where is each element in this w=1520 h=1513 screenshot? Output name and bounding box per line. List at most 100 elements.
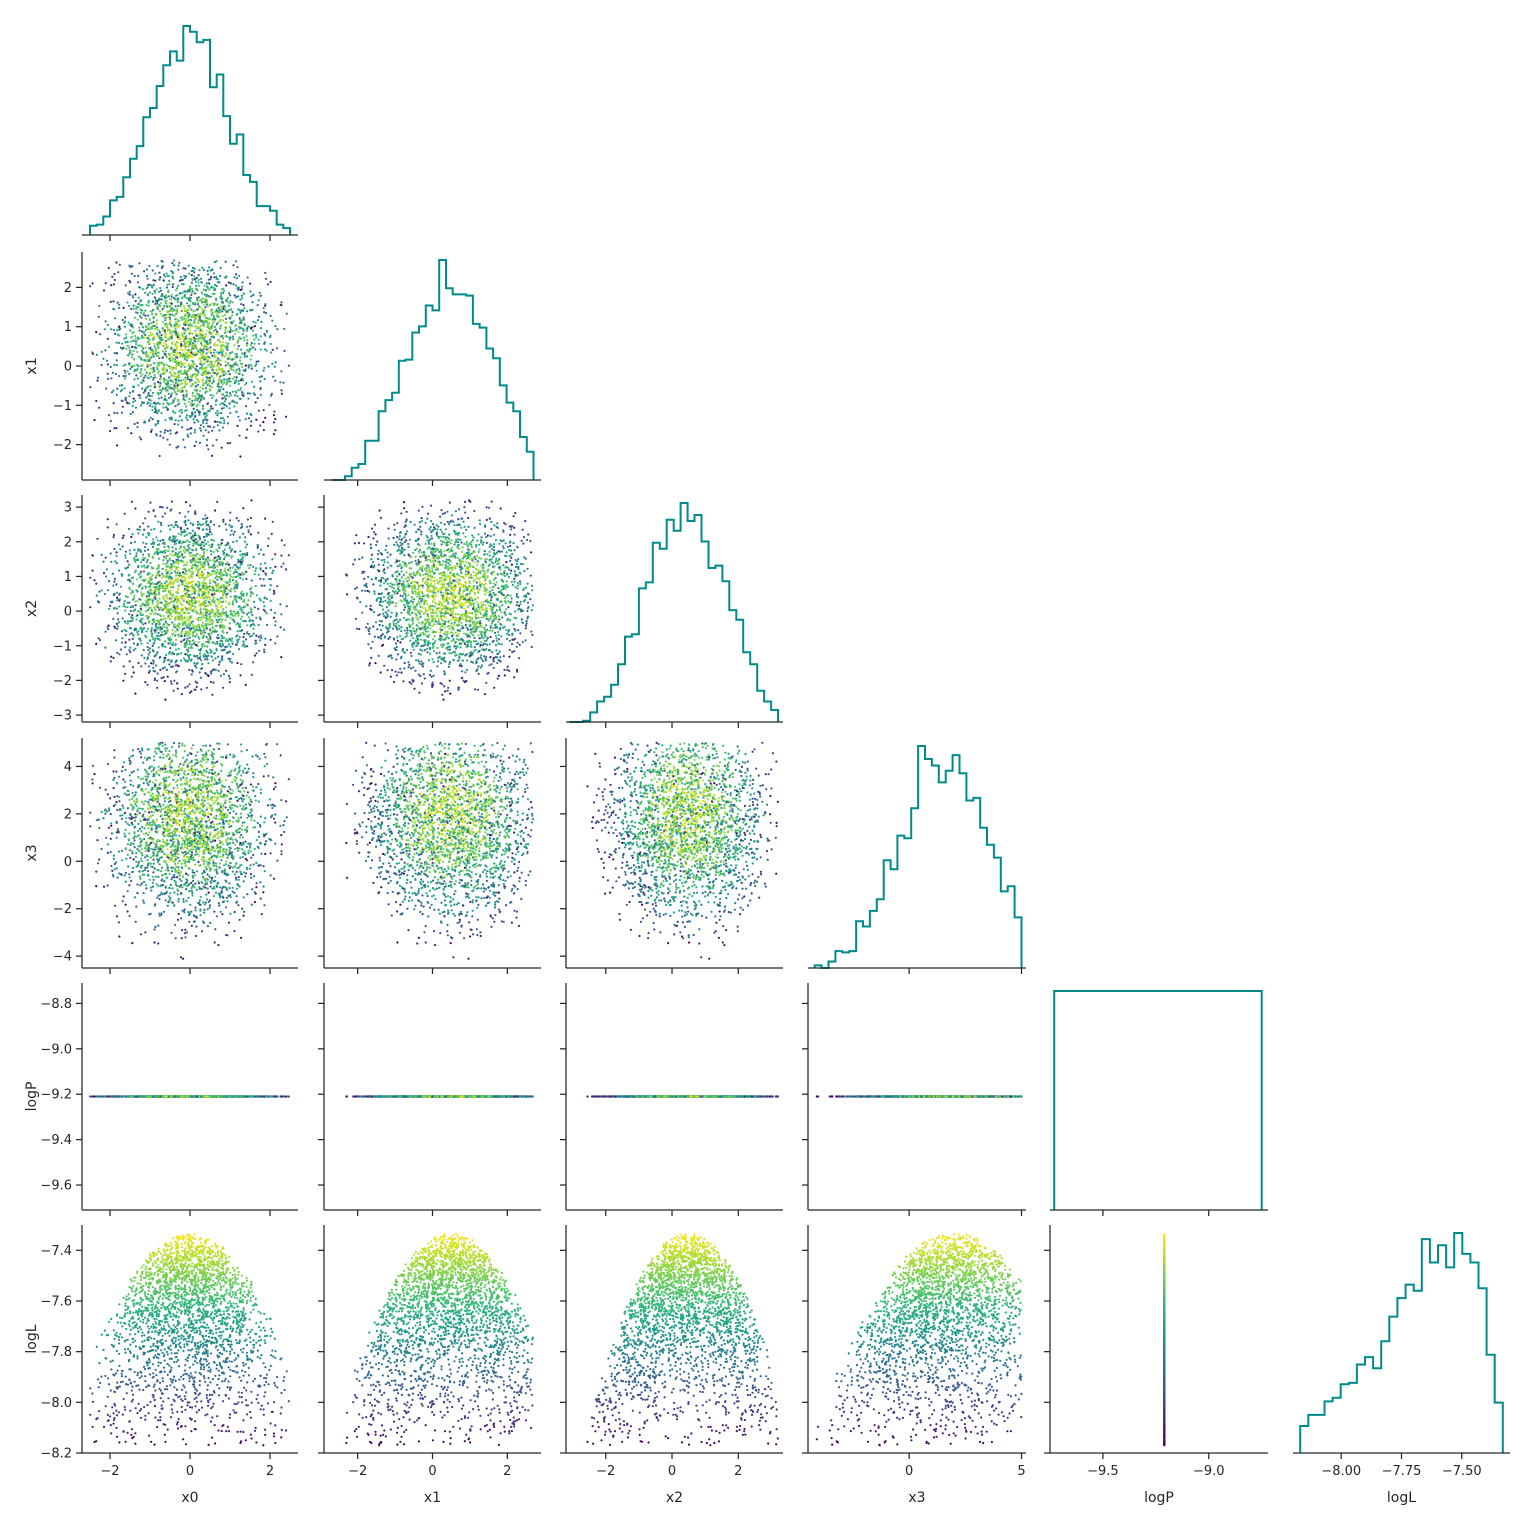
scatter-point xyxy=(186,418,189,421)
scatter-point xyxy=(252,627,255,630)
scatter-point xyxy=(249,344,252,347)
scatter-point xyxy=(183,290,186,293)
scatter-point xyxy=(239,550,242,553)
scatter-point xyxy=(228,622,231,625)
scatter-point xyxy=(215,310,218,313)
scatter-point xyxy=(252,555,255,559)
scatter-point xyxy=(259,577,262,580)
scatter-point xyxy=(211,386,214,389)
scatter-point xyxy=(151,391,154,395)
scatter-point xyxy=(169,418,172,421)
scatter-point xyxy=(202,297,205,301)
scatter-point xyxy=(193,271,196,274)
scatter-point xyxy=(148,300,151,303)
scatter-point xyxy=(207,638,210,641)
scatter-point xyxy=(124,377,127,380)
scatter-point xyxy=(258,597,261,600)
scatter-point xyxy=(157,290,160,293)
scatter-point xyxy=(188,541,191,544)
scatter-point xyxy=(199,324,202,327)
scatter-point xyxy=(269,584,272,587)
scatter-point xyxy=(138,528,141,531)
scatter-point xyxy=(200,688,203,691)
scatter-point xyxy=(171,632,175,635)
scatter-point xyxy=(244,369,247,373)
scatter-point xyxy=(228,352,232,355)
scatter-point xyxy=(253,624,256,627)
scatter-point xyxy=(147,323,150,326)
scatter-point xyxy=(179,383,182,386)
scatter-point xyxy=(137,337,140,340)
scatter-point xyxy=(230,368,233,371)
scatter-point xyxy=(174,648,178,651)
scatter-point xyxy=(207,282,210,285)
scatter-point xyxy=(161,515,164,518)
scatter-point xyxy=(172,330,175,333)
scatter-point xyxy=(132,296,135,299)
scatter-point xyxy=(165,629,169,632)
scatter-point xyxy=(212,363,215,366)
scatter-point xyxy=(115,591,118,594)
scatter-point xyxy=(135,305,138,308)
scatter-point xyxy=(112,533,115,537)
scatter-point xyxy=(192,542,195,546)
scatter-point xyxy=(155,626,158,629)
scatter-point xyxy=(159,521,162,525)
scatter-point xyxy=(232,540,235,544)
y-tick-label: 2 xyxy=(64,281,72,296)
scatter-point xyxy=(161,506,164,509)
scatter-point xyxy=(238,325,241,328)
scatter-point xyxy=(174,312,178,315)
scatter-point xyxy=(124,397,127,400)
scatter-point xyxy=(253,393,256,396)
scatter-point xyxy=(269,314,272,317)
scatter-point xyxy=(153,368,156,371)
scatter-point xyxy=(151,409,154,412)
scatter-point xyxy=(201,281,204,284)
scatter-point xyxy=(174,577,177,580)
scatter-point xyxy=(148,317,151,321)
scatter-point xyxy=(205,584,208,588)
scatter-point xyxy=(186,660,189,663)
scatter-point xyxy=(139,607,143,610)
scatter-point xyxy=(244,683,247,687)
scatter-point xyxy=(174,521,177,524)
scatter-point xyxy=(183,322,186,325)
scatter-point xyxy=(131,637,134,641)
scatter-point xyxy=(210,604,213,607)
scatter-point xyxy=(138,598,141,601)
scatter-point xyxy=(124,556,127,559)
scatter-point xyxy=(196,681,199,685)
scatter-point xyxy=(176,670,179,673)
scatter-point xyxy=(198,568,202,571)
scatter-point xyxy=(126,354,129,357)
scatter-point xyxy=(169,528,172,531)
scatter-point xyxy=(190,315,193,318)
scatter-point xyxy=(119,585,122,588)
scatter-point xyxy=(154,423,157,426)
scatter-point xyxy=(113,363,116,366)
scatter-point xyxy=(157,354,160,357)
scatter-point xyxy=(193,428,196,431)
histogram-x1 xyxy=(331,259,535,481)
scatter-point xyxy=(206,402,209,405)
scatter-point xyxy=(218,546,221,549)
scatter-point xyxy=(181,555,184,558)
scatter-point xyxy=(197,616,200,619)
scatter-point xyxy=(110,600,113,603)
scatter-point xyxy=(195,600,198,603)
scatter-point xyxy=(126,344,129,347)
scatter-point xyxy=(136,311,139,314)
scatter-point xyxy=(124,316,127,319)
scatter-point xyxy=(227,674,230,678)
scatter-point xyxy=(124,333,127,336)
scatter-point xyxy=(172,388,176,391)
scatter-point xyxy=(245,381,248,385)
scatter-point xyxy=(142,326,145,329)
scatter-point xyxy=(188,603,191,606)
scatter-point xyxy=(216,384,219,388)
scatter-point xyxy=(212,329,216,332)
scatter-point xyxy=(182,394,185,397)
scatter-point xyxy=(188,397,191,401)
scatter-point xyxy=(245,329,248,333)
